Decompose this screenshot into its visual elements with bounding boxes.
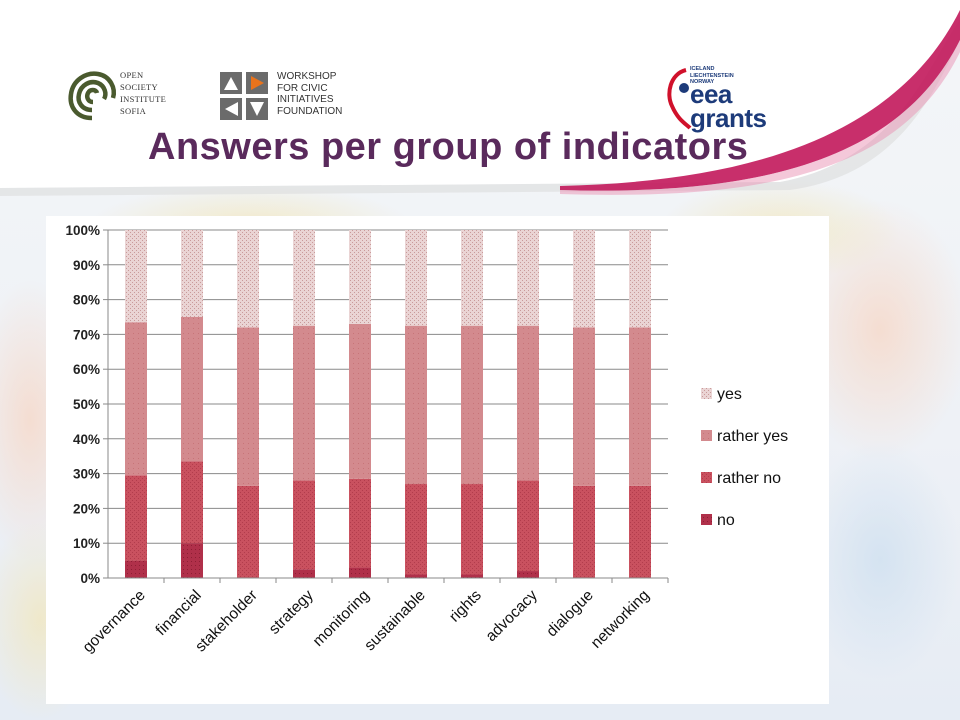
legend-label: rather no [717, 470, 781, 487]
bar-segment-yes [293, 230, 315, 326]
eea-country: LIECHTENSTEIN [690, 72, 734, 79]
wcif-logo-text: WORKSHOP FOR CIVIC INITIATIVES FOUNDATIO… [277, 71, 342, 117]
bar-segment-rather-yes [237, 327, 259, 486]
bar-segment-rather-no [405, 484, 427, 575]
legend-label: rather yes [717, 428, 788, 445]
bar-segment-yes [181, 230, 203, 317]
bar-segment-rather-no [349, 478, 371, 568]
eea-word: eea [690, 79, 732, 109]
eea-country: ICELAND [690, 66, 715, 72]
bar-segment-rather-no [125, 475, 147, 561]
bar-segment-rather-no [461, 484, 483, 575]
legend-swatch [701, 514, 712, 525]
legend-swatch [701, 430, 712, 441]
bar-segment-no [293, 569, 315, 578]
y-tick-label: 0% [80, 571, 100, 586]
bar-segment-yes [349, 230, 371, 324]
bar-segment-yes [517, 230, 539, 326]
osi-logo-icon [68, 71, 116, 121]
y-tick-label: 50% [73, 397, 100, 412]
x-tick-label: sustainable [361, 587, 428, 654]
y-tick-label: 30% [73, 467, 100, 482]
y-tick-label: 100% [65, 223, 100, 238]
legend-swatch [701, 388, 712, 399]
osi-line: OPEN [120, 70, 144, 80]
eea-logo-countries: ICELAND LIECHTENSTEIN NORWAY [690, 66, 734, 86]
bar-segment-rather-no [181, 461, 203, 544]
bar-segment-no [349, 567, 371, 578]
x-tick-label: governance [80, 587, 149, 656]
bar-segment-no [405, 574, 427, 578]
bar-segment-rather-no [293, 480, 315, 570]
bar-segment-rather-no [517, 480, 539, 572]
bar-segment-yes [237, 230, 259, 328]
bar-segment-no [461, 574, 483, 578]
bar-segment-rather-yes [293, 325, 315, 481]
bar-segment-rather-yes [517, 325, 539, 481]
legend-swatch [701, 472, 712, 483]
bar-segment-yes [629, 230, 651, 328]
bar-segment-rather-yes [629, 327, 651, 486]
chart-legend: yes rather yes rather no no [701, 386, 788, 529]
y-tick-label: 60% [73, 362, 100, 377]
wcif-line: WORKSHOP [277, 71, 337, 82]
wcif-line: FOUNDATION [277, 105, 343, 117]
header-band [0, 0, 960, 196]
y-tick-label: 10% [73, 536, 100, 551]
bar-segment-no [181, 543, 203, 578]
bar-segment-rather-no [573, 485, 595, 578]
eea-logo-icon [667, 68, 692, 130]
y-tick-label: 70% [73, 327, 100, 342]
osi-line: SOCIETY [120, 82, 158, 92]
bar-segment-rather-yes [461, 325, 483, 485]
wcif-logo-icon [220, 72, 268, 120]
osi-line: INSTITUTE [120, 94, 167, 104]
eea-word: grants [690, 103, 767, 133]
bar-segment-no [517, 571, 539, 578]
y-tick-label: 20% [73, 501, 100, 516]
bar-segment-rather-no [237, 485, 259, 578]
y-tick-label: 40% [73, 432, 100, 447]
legend-label: no [717, 512, 735, 529]
wcif-line: INITIATIVES [277, 94, 334, 105]
x-tick-label: rights [446, 587, 485, 626]
chart-panel: 0% 10% 20% 30% 40% 50% 60% 70% 80% 90% 100% govern… [46, 216, 829, 704]
stacked-bar-chart: 0% 10% 20% 30% 40% 50% 60% 70% 80% 90% 100% govern… [65, 223, 788, 656]
bar-segment-rather-yes [573, 327, 595, 486]
legend-label: yes [717, 386, 742, 403]
y-axis-ticks: 0% 10% 20% 30% 40% 50% 60% 70% 80% 90% 100% [65, 223, 108, 586]
bar-segment-rather-yes [125, 322, 147, 476]
x-tick-label: advocacy [483, 587, 542, 645]
eea-logo-wordmark: eea grants [690, 79, 767, 133]
bar-segment-rather-yes [181, 317, 203, 462]
x-tick-label: networking [588, 587, 653, 652]
y-tick-label: 90% [73, 258, 100, 273]
bar-segment-no [125, 560, 147, 578]
osi-line: SOFIA [120, 106, 147, 116]
bar-segment-yes [573, 230, 595, 328]
y-tick-label: 80% [73, 293, 100, 308]
osi-logo-text: OPEN SOCIETY INSTITUTE SOFIA [120, 69, 166, 117]
bar-segment-yes [125, 230, 147, 323]
page-title: Answers per group of indicators [148, 126, 749, 168]
chart-bars [125, 230, 651, 578]
x-tick-label: financial [153, 587, 205, 639]
bar-segment-yes [461, 230, 483, 326]
bar-segment-rather-no [629, 485, 651, 578]
bar-segment-rather-yes [349, 323, 371, 479]
x-tick-label: strategy [266, 587, 317, 638]
bar-segment-rather-yes [405, 325, 427, 485]
eea-country: NORWAY [690, 79, 715, 85]
x-tick-label: dialogue [543, 587, 596, 640]
wcif-line: FOR CIVIC [277, 82, 328, 94]
bar-segment-yes [405, 230, 427, 326]
